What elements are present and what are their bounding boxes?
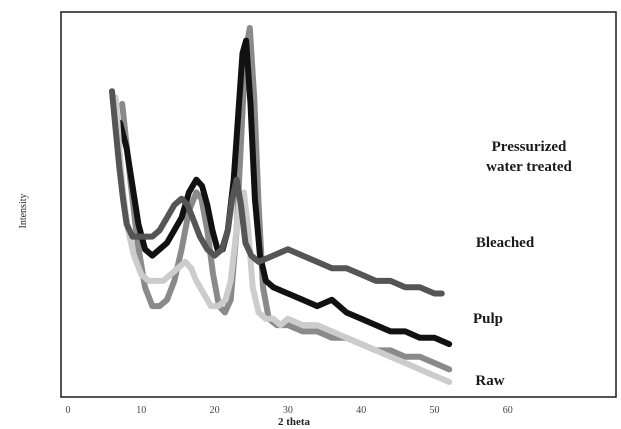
series-label-line: Raw — [475, 373, 504, 389]
x-tick-label: 60 — [503, 405, 513, 416]
x-tick-label: 0 — [66, 405, 71, 416]
x-tick-label: 20 — [210, 405, 220, 416]
series-line-3 — [109, 88, 445, 297]
series-line-2 — [112, 94, 453, 385]
y-axis-title: Intensity — [18, 194, 29, 229]
series-label-3: Raw — [475, 373, 504, 389]
plot-frame — [60, 11, 617, 398]
series-label-line: water treated — [486, 159, 572, 175]
series-labels: Pressurized water treated Bleached Pulp Raw — [473, 139, 572, 389]
series-lines — [109, 25, 453, 385]
x-tick-label: 10 — [136, 405, 146, 416]
x-tick-labels: 0 10 20 30 40 50 60 — [66, 405, 513, 416]
x-tick-label: 50 — [430, 405, 440, 416]
series-line-1 — [117, 37, 453, 348]
series-label-line: Pulp — [473, 311, 503, 327]
series-label-2: Pulp — [473, 311, 503, 327]
series-label-line: Bleached — [476, 235, 535, 251]
series-label-0: Pressurized water treated — [486, 139, 572, 175]
series-label-line: Pressurized — [492, 139, 567, 155]
series-label-1: Bleached — [476, 235, 535, 251]
x-tick-label: 30 — [283, 405, 293, 416]
x-tick-label: 40 — [356, 405, 366, 416]
x-axis-title: 2 theta — [278, 416, 311, 428]
